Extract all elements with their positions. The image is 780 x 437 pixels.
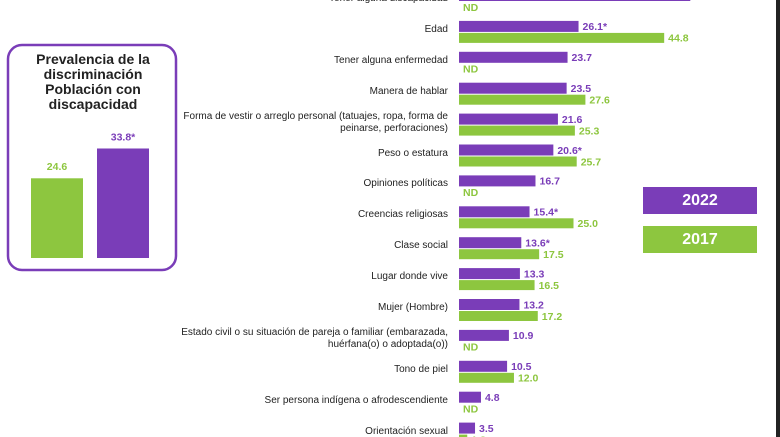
bar	[459, 20, 579, 32]
bar	[459, 125, 575, 136]
category-label: Estado civil o su situación de pareja o …	[181, 326, 448, 350]
data-label: 17.5	[543, 249, 564, 261]
category-label: Opiniones políticas	[363, 178, 449, 190]
bar	[459, 249, 540, 260]
data-label: ND	[463, 342, 479, 354]
bar	[459, 144, 554, 156]
bar	[459, 206, 530, 218]
bar	[459, 329, 509, 341]
data-label: 33.8*	[111, 131, 136, 143]
data-label: 17.2	[542, 311, 563, 323]
bar	[459, 268, 520, 280]
bar	[459, 51, 568, 63]
bar	[459, 156, 577, 167]
bar	[459, 434, 468, 437]
category-label: Tener alguna discapacidad	[180, 0, 448, 5]
data-label: 13.3	[524, 268, 545, 280]
data-label: 20.6*	[557, 145, 582, 157]
bar	[459, 0, 691, 1]
inset-title: Prevalencia de la discriminación Poblaci…	[36, 51, 150, 112]
category-label: Tono de piel	[394, 363, 448, 375]
bar	[459, 360, 508, 372]
bar	[459, 218, 574, 229]
category-label: Manera de hablar	[369, 85, 448, 97]
data-label: 44.8	[668, 33, 689, 45]
data-label: 25.0	[578, 218, 599, 230]
data-label: 12.0	[518, 373, 539, 385]
bar	[459, 32, 665, 43]
category-label: Orientación sexual	[365, 425, 448, 437]
edge	[776, 0, 780, 437]
data-label: 16.5	[539, 280, 560, 292]
data-label: 25.3	[579, 125, 600, 137]
bar	[31, 178, 83, 258]
data-label: 21.6	[562, 114, 583, 126]
data-label: 24.6	[47, 161, 68, 173]
category-label: Tener alguna enfermedad	[334, 54, 448, 66]
data-label: ND	[463, 64, 479, 76]
legend-entry: 2022	[643, 187, 757, 214]
data-label: 10.5	[511, 361, 532, 373]
data-label: 3.5	[479, 423, 494, 435]
bar	[459, 82, 567, 94]
bar	[459, 372, 514, 383]
bar	[97, 148, 149, 258]
data-label: 23.5	[571, 83, 592, 95]
data-label: 10.9	[513, 330, 534, 342]
data-label: 16.7	[539, 176, 560, 188]
data-label: 15.4*	[534, 207, 559, 219]
data-label: 25.7	[581, 156, 602, 168]
data-label: 1.8	[471, 434, 486, 437]
category-label: Ser persona indígena o afrodescendiente	[264, 394, 448, 406]
category-label: Forma de vestir o arreglo personal (tatu…	[183, 110, 448, 134]
category-label: Edad	[424, 23, 448, 35]
bar	[459, 299, 520, 310]
data-label: 23.7	[572, 52, 593, 64]
data-label: ND	[463, 187, 479, 199]
data-label: 27.6	[589, 94, 610, 106]
data-label: 4.8	[485, 392, 500, 404]
category-label: Clase social	[394, 240, 448, 252]
data-label: 13.6*	[525, 237, 550, 249]
bar	[459, 280, 535, 291]
data-label: ND	[463, 403, 479, 415]
bar	[459, 391, 481, 403]
data-label: ND	[463, 2, 479, 14]
bar	[459, 175, 536, 187]
bar	[459, 113, 558, 125]
category-label: Mujer (Hombre)	[377, 302, 448, 313]
data-label: 13.2	[523, 299, 544, 311]
category-label: Peso o estatura	[377, 147, 448, 159]
bar	[459, 422, 476, 434]
bar	[459, 311, 538, 321]
inset-frame	[6, 43, 178, 272]
category-label: Creencias religiosas	[357, 209, 448, 221]
bar	[459, 94, 586, 105]
legend-entry: 2017	[643, 226, 757, 253]
bar	[459, 237, 522, 249]
category-label: Lugar donde vive	[371, 271, 448, 283]
data-label: 26.1*	[583, 21, 608, 33]
